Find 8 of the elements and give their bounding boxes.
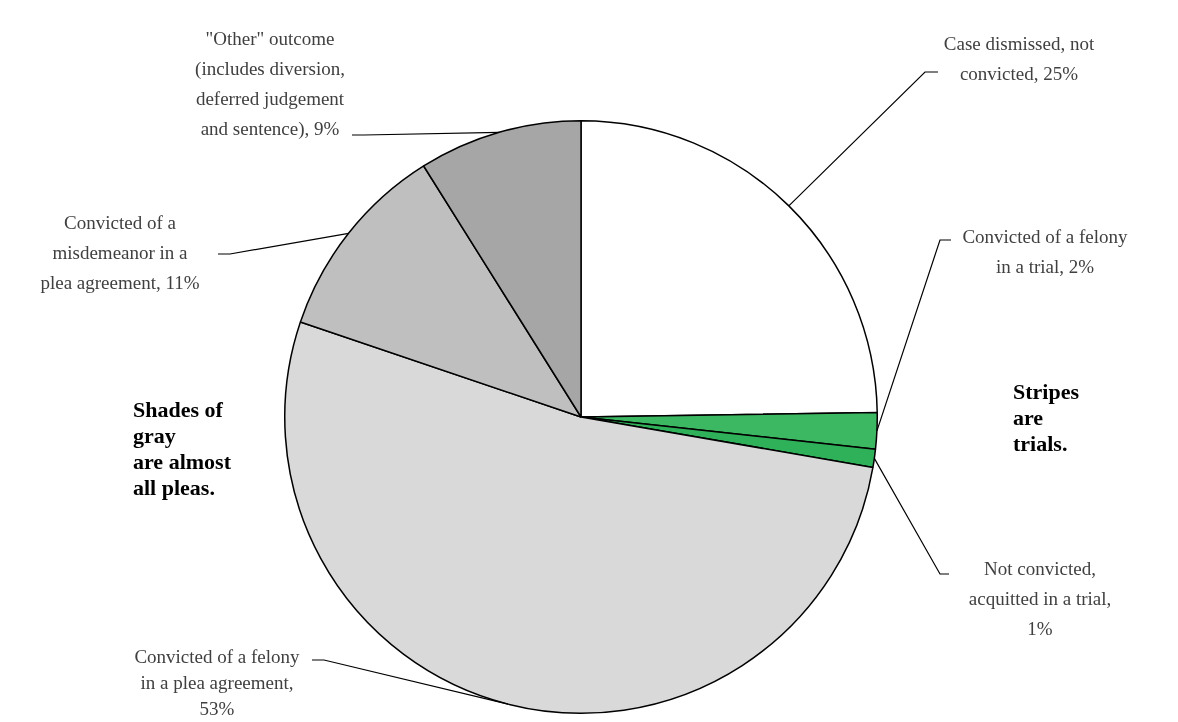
text: Stripes are trials. bbox=[1013, 378, 1080, 456]
slice-label: Convicted of a felony in a trial, 2% bbox=[962, 225, 1129, 277]
slice-label: Case dismissed, not convicted, 25% bbox=[943, 32, 1095, 84]
slice-label: Not convicted, acquitted in a trial, 1% bbox=[968, 557, 1112, 639]
slice-label: Convicted of a felony in a plea agreement, 53% bbox=[134, 645, 301, 719]
text: Shades of gray are almost all pleas. bbox=[133, 396, 232, 500]
slice-label: Convicted of a misdemeanor in a plea agreement, 11% bbox=[40, 211, 200, 293]
slice-label: "Other" outcome (includes diversion, deferred judgement and sentence), 9% bbox=[195, 27, 345, 140]
